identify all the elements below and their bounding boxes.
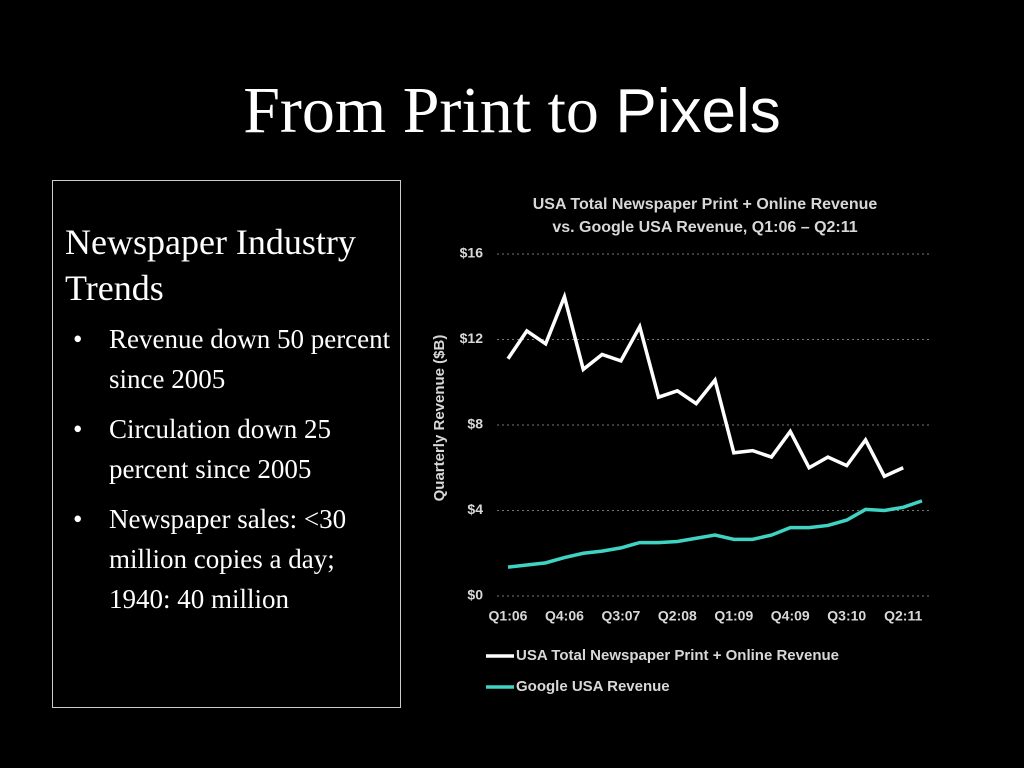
x-tick-label: Q1:09 [714, 608, 753, 624]
line-series [506, 291, 904, 479]
bullet: Circulation down 25 percent since 2005 [73, 409, 399, 489]
title-serif: From Print to [243, 74, 599, 147]
bullet-list: Revenue down 50 percent since 2005 Circu… [65, 319, 400, 619]
x-tick-label: Q3:10 [827, 608, 866, 624]
title-sans: Pixels [615, 77, 781, 146]
x-tick-label: Q1:06 [489, 608, 528, 624]
x-tick-label: Q2:11 [884, 608, 922, 624]
bullet: Newspaper sales: <30 million copies a da… [73, 499, 399, 619]
slide-title: From Print to Pixels [0, 66, 1024, 157]
x-tick-label: Q2:08 [658, 608, 697, 624]
text-box: Newspaper Industry Trends Revenue down 5… [52, 180, 401, 708]
x-tick-label: Q4:06 [545, 608, 584, 624]
x-tick-label: Q4:09 [771, 608, 810, 624]
box-heading: Newspaper Industry Trends [65, 222, 356, 308]
chart-subtitle: vs. Google USA Revenue, Q1:06 – Q2:11 [552, 219, 857, 236]
chart-title: USA Total Newspaper Print + Online Reven… [533, 196, 878, 213]
y-tick-label: $4 [467, 501, 483, 517]
x-tick-label: Q3:07 [601, 608, 640, 624]
y-tick-label: $8 [467, 416, 483, 432]
y-tick-label: $16 [460, 245, 484, 261]
legend-label: Google USA Revenue [516, 678, 670, 695]
y-axis-label: Quarterly Revenue ($B) [431, 335, 448, 502]
y-tick-label: $12 [460, 330, 484, 346]
legend-label: USA Total Newspaper Print + Online Reven… [516, 647, 839, 664]
line-series [507, 499, 923, 569]
bullet: Revenue down 50 percent since 2005 [73, 319, 399, 399]
y-tick-label: $0 [467, 587, 483, 603]
